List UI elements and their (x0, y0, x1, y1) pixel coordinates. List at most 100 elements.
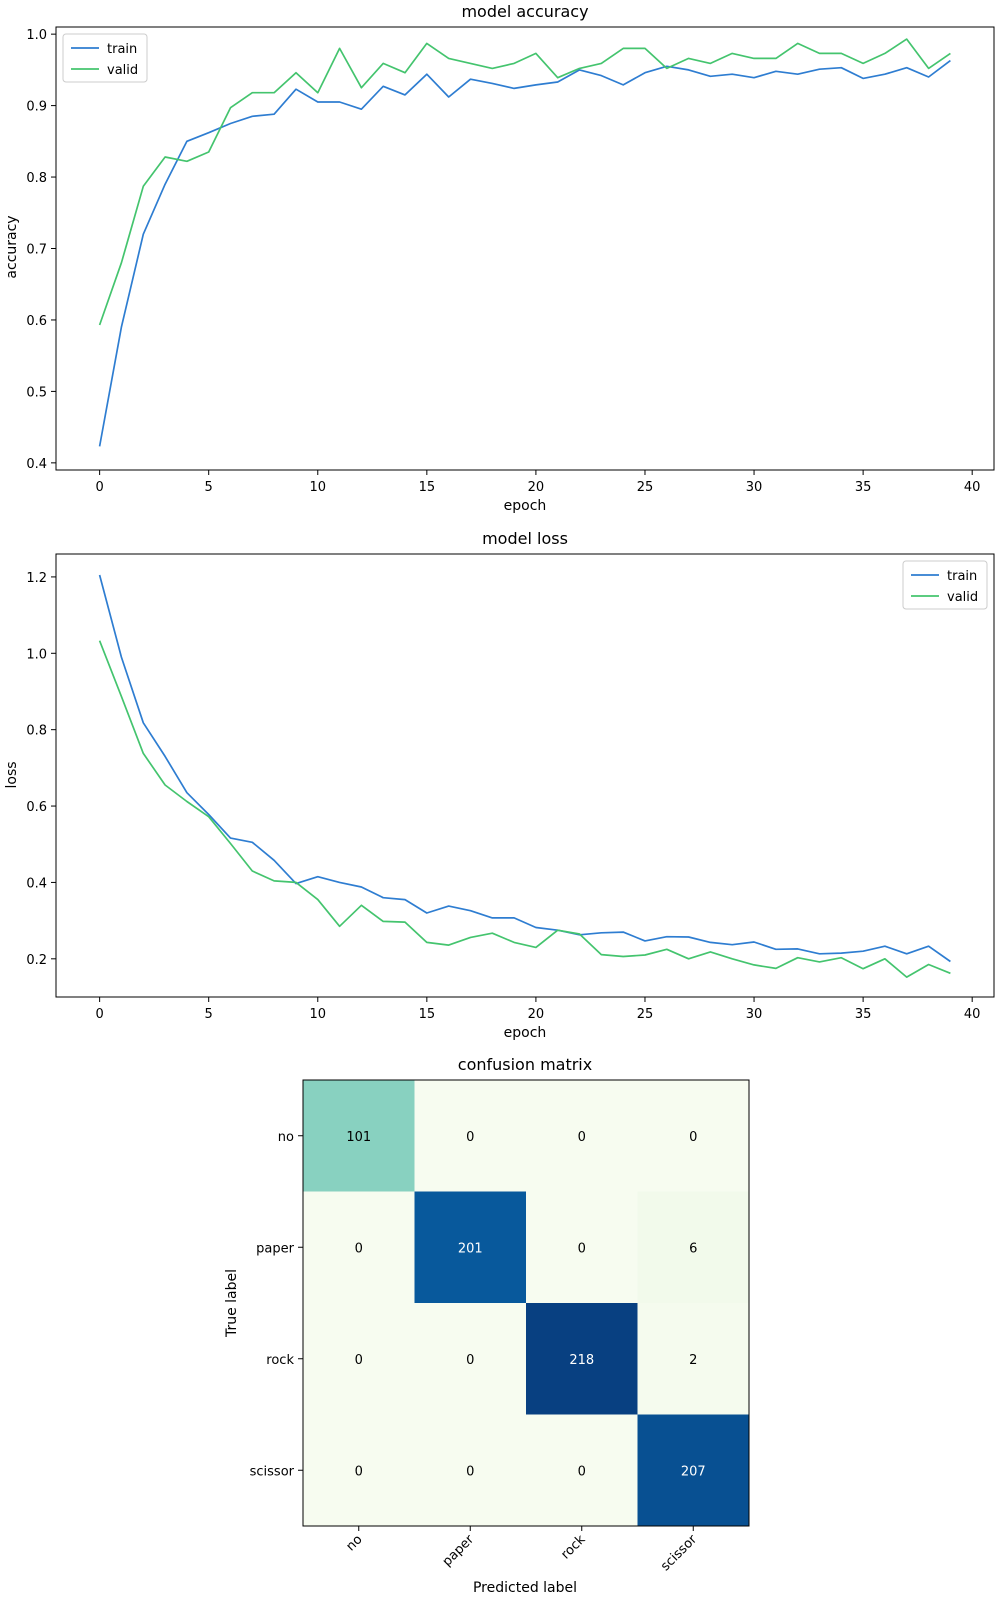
loss-series-train (98, 574, 951, 963)
confusion-matrix-cell-value: 0 (578, 1130, 586, 1145)
loss-ytick-label: 0.4 (26, 876, 47, 891)
confusion-matrix-cell-value: 101 (346, 1130, 371, 1145)
accuracy-series-valid (98, 38, 951, 326)
accuracy-legend-box (62, 33, 148, 83)
confusion-matrix-xtick-label: no (344, 1532, 366, 1554)
accuracy-legend: train valid (62, 33, 148, 83)
accuracy-title: model accuracy (461, 2, 588, 21)
confusion-matrix-cell-value: 218 (569, 1353, 594, 1368)
loss-ytick-label: 0.2 (26, 953, 47, 968)
confusion-matrix-xtick-label: paper (440, 1532, 478, 1570)
confusion-matrix-ytick-label: rock (266, 1353, 294, 1368)
loss-xlabel: epoch (504, 1025, 547, 1041)
confusion-matrix-ytick-label: paper (256, 1241, 294, 1256)
accuracy-ytick-label: 0.9 (26, 100, 47, 115)
confusion-matrix-xtick-label: scissor (658, 1532, 700, 1574)
loss-xtick-label: 15 (419, 1007, 436, 1022)
loss-legend-label-valid: valid (947, 590, 978, 605)
confusion-matrix-cell (414, 1414, 527, 1527)
accuracy-xtick-label: 5 (205, 480, 213, 495)
confusion-matrix-cell-value: 0 (578, 1241, 586, 1256)
loss-legend-box (902, 560, 988, 610)
accuracy-xlabel: epoch (504, 498, 547, 514)
loss-xtick-label: 35 (855, 1007, 872, 1022)
confusion-matrix-cell (414, 1303, 527, 1415)
confusion-matrix-cell (303, 1191, 415, 1304)
loss-xtick-label: 0 (95, 1007, 103, 1022)
loss-ytick-label: 0.8 (26, 724, 47, 739)
confusion-matrix-cell-value: 0 (466, 1464, 474, 1479)
confusion-matrix-cell (303, 1080, 415, 1192)
loss-ytick-label: 1.2 (26, 571, 47, 586)
accuracy-xtick-label: 30 (746, 480, 763, 495)
loss-xtick-label: 25 (637, 1007, 654, 1022)
accuracy-xtick-label: 15 (419, 480, 436, 495)
accuracy-ytick-label: 0.4 (26, 457, 47, 472)
accuracy-legend-label-train: train (107, 42, 137, 57)
accuracy-ytick-label: 1.0 (26, 28, 47, 43)
loss-xtick-label: 20 (528, 1007, 545, 1022)
confusion-matrix-cell (526, 1303, 638, 1415)
accuracy-xtick-label: 40 (964, 480, 981, 495)
accuracy-series-train (98, 59, 951, 447)
loss-xtick-label: 10 (309, 1007, 326, 1022)
confusion-matrix-cell (637, 1414, 750, 1527)
loss-xtick-label: 5 (205, 1007, 213, 1022)
confusion-matrix-ytick-label: no (278, 1130, 294, 1145)
confusion-matrix-ylabel: True label (224, 1269, 240, 1338)
accuracy-xtick-label: 10 (309, 480, 326, 495)
confusion-matrix-cell-value: 0 (355, 1241, 363, 1256)
confusion-matrix-xlabel: Predicted label (473, 1580, 577, 1596)
confusion-matrix-frame (302, 1079, 750, 1527)
loss-xtick-label: 40 (964, 1007, 981, 1022)
confusion-matrix-cell (526, 1080, 638, 1192)
accuracy-ylabel: accuracy (4, 215, 20, 278)
confusion-matrix-chart: confusion matrix Predicted label True la… (224, 1055, 750, 1596)
confusion-matrix-cell-value: 201 (458, 1241, 483, 1256)
loss-title: model loss (482, 529, 568, 548)
confusion-matrix-cell-value: 0 (355, 1353, 363, 1368)
confusion-matrix-title: confusion matrix (458, 1055, 592, 1074)
confusion-matrix-cell (526, 1414, 638, 1527)
accuracy-legend-label-valid: valid (107, 63, 138, 78)
confusion-matrix-cell-value: 2 (689, 1353, 697, 1368)
confusion-matrix-cell-value: 0 (466, 1130, 474, 1145)
confusion-matrix-cell (303, 1414, 415, 1527)
confusion-matrix-cell-value: 207 (681, 1464, 706, 1479)
confusion-matrix-cell (637, 1303, 750, 1415)
loss-series-valid (98, 640, 951, 978)
loss-chart: model loss epoch loss 0 5 10 15 20 25 30 35 40 0.… (4, 529, 995, 1041)
confusion-matrix-cell (414, 1080, 527, 1192)
confusion-matrix-cell-value: 0 (466, 1353, 474, 1368)
accuracy-ytick-label: 0.8 (26, 171, 47, 186)
accuracy-xtick-label: 35 (855, 480, 872, 495)
accuracy-plot-frame (55, 26, 995, 471)
confusion-matrix-cell (303, 1303, 415, 1415)
accuracy-ytick-label: 0.7 (26, 243, 47, 258)
accuracy-xtick-label: 20 (528, 480, 545, 495)
loss-ytick-label: 0.6 (26, 800, 47, 815)
confusion-matrix-cell (414, 1191, 527, 1304)
confusion-matrix-cell-value: 6 (689, 1241, 697, 1256)
accuracy-chart: model accuracy epoch accuracy 0 5 10 15 20 25… (4, 2, 995, 514)
accuracy-xtick-label: 25 (637, 480, 654, 495)
confusion-matrix-cell (526, 1191, 638, 1304)
accuracy-ytick-label: 0.5 (26, 385, 47, 400)
confusion-matrix-ytick-label: scissor (250, 1464, 295, 1479)
confusion-matrix-cell (637, 1191, 750, 1304)
loss-plot-frame (55, 553, 995, 998)
confusion-matrix-cell-value: 0 (689, 1130, 697, 1145)
confusion-matrix-cell (637, 1080, 750, 1192)
loss-legend: train valid (902, 560, 988, 610)
confusion-matrix-cells: 101 0 0 0 0 201 0 6 0 0 218 2 0 0 0 207 (303, 1080, 750, 1527)
accuracy-xtick-label: 0 (95, 480, 103, 495)
confusion-matrix-cell-value: 0 (355, 1464, 363, 1479)
loss-ytick-label: 1.0 (26, 647, 47, 662)
loss-ylabel: loss (4, 761, 20, 788)
loss-legend-label-train: train (947, 569, 977, 584)
loss-xtick-label: 30 (746, 1007, 763, 1022)
confusion-matrix-cell-value: 0 (578, 1464, 586, 1479)
accuracy-ytick-label: 0.6 (26, 314, 47, 329)
confusion-matrix-xtick-label: rock (558, 1532, 589, 1563)
